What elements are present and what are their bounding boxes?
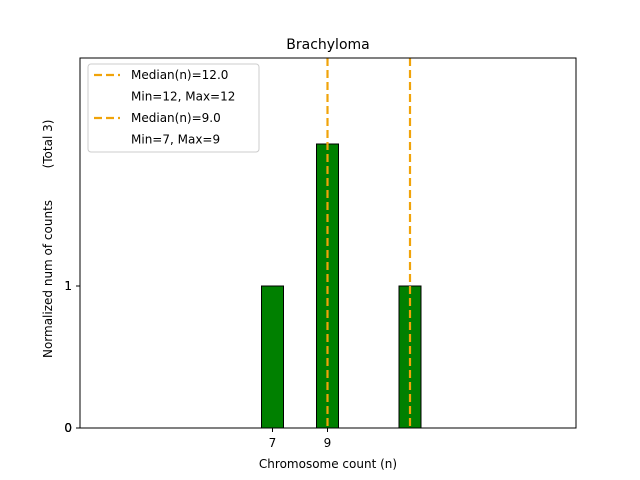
y-tick-label-1: 0: [64, 421, 72, 435]
legend-label-1: Min=12, Max=12: [131, 90, 235, 104]
median-lines-layer: [326, 58, 412, 428]
x-tick-label-9: 9: [324, 436, 332, 450]
legend: Median(n)=12.0 Min=12, Max=12 Median(n)=9.…: [87, 63, 260, 153]
y-axis-total-note: (Total 3): [41, 120, 55, 169]
x-tick-label-7: 7: [269, 436, 277, 450]
y-tick-label-4: 1: [64, 279, 72, 293]
y-axis-label-group: Normalized num of counts (Total 3): [41, 120, 55, 358]
y-tick-label-0: 0: [64, 421, 72, 435]
y-tick-label-2: 0: [64, 421, 72, 435]
y-axis-label: Normalized num of counts: [41, 200, 55, 358]
chart-title: Brachyloma: [286, 37, 369, 53]
y-tick-label-3: 1: [64, 279, 72, 293]
legend-box: [87, 63, 260, 153]
legend-label-3: Min=7, Max=9: [131, 133, 220, 147]
bar-7: [261, 285, 284, 429]
x-axis-label: Chromosome count (n): [259, 457, 397, 471]
legend-label-0: Median(n)=12.0: [131, 68, 228, 82]
legend-label-2: Median(n)=9.0: [131, 111, 221, 125]
